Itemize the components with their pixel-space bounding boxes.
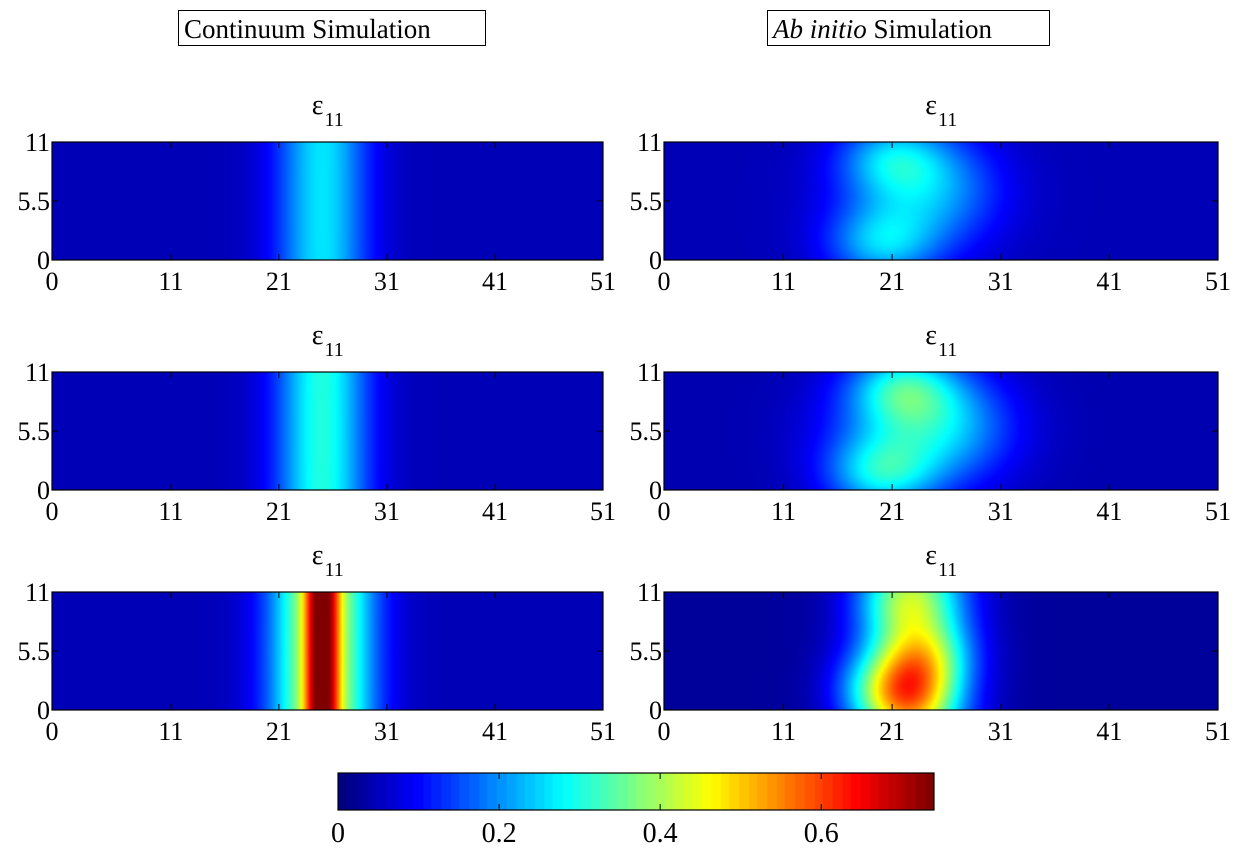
heatmap-image: [664, 592, 1218, 710]
panel-title-symbol: ε: [925, 540, 937, 571]
x-tick-label: 51: [1205, 497, 1231, 526]
heatmap-image: [52, 592, 603, 710]
x-tick-label: 11: [771, 267, 796, 296]
panel-title-symbol: ε: [925, 90, 937, 121]
x-tick-label: 41: [1096, 267, 1122, 296]
y-tick-label: 11: [637, 358, 662, 387]
heatmap-image: [664, 142, 1218, 260]
heatmap-image: [52, 372, 603, 490]
x-tick-label: 41: [482, 717, 508, 746]
y-tick-label: 11: [25, 128, 50, 157]
x-tick-label: 31: [374, 497, 400, 526]
y-tick-label: 11: [637, 578, 662, 607]
x-tick-label: 0: [658, 717, 671, 746]
x-tick-label: 21: [266, 267, 292, 296]
panel-title-symbol: ε: [925, 320, 937, 351]
y-tick-label: 0: [37, 476, 50, 505]
x-tick-label: 11: [771, 717, 796, 746]
y-tick-label: 11: [25, 578, 50, 607]
x-tick-label: 31: [374, 267, 400, 296]
colorbar-tick-label: 0: [331, 818, 345, 849]
x-tick-label: 51: [1205, 717, 1231, 746]
x-tick-label: 41: [1096, 497, 1122, 526]
y-tick-label: 0: [37, 246, 50, 275]
x-tick-label: 41: [482, 497, 508, 526]
y-tick-label: 5.5: [18, 187, 51, 216]
y-tick-label: 11: [25, 358, 50, 387]
x-tick-label: 51: [590, 267, 616, 296]
panel-title-subscript: 11: [938, 339, 957, 361]
colorbar-tick-label: 0.2: [482, 818, 517, 849]
x-tick-label: 21: [266, 497, 292, 526]
y-tick-label: 0: [37, 696, 50, 725]
x-tick-label: 51: [1205, 267, 1231, 296]
y-tick-label: 0: [649, 696, 662, 725]
x-tick-label: 31: [988, 497, 1014, 526]
panel-title-subscript: 11: [325, 339, 344, 361]
y-tick-label: 5.5: [630, 417, 663, 446]
x-tick-label: 0: [46, 717, 59, 746]
colorbar-frame: [337, 772, 935, 811]
panel-title-subscript: 11: [938, 559, 957, 581]
x-tick-label: 21: [879, 497, 905, 526]
y-tick-label: 5.5: [18, 417, 51, 446]
colorbar: 0 0.2 0.4 0.6: [331, 772, 935, 849]
y-tick-label: 5.5: [630, 637, 663, 666]
colorbar-tick-label: 0.6: [804, 818, 839, 849]
x-tick-label: 41: [1096, 717, 1122, 746]
y-tick-label: 5.5: [18, 637, 51, 666]
x-tick-label: 21: [879, 717, 905, 746]
x-tick-label: 11: [158, 497, 183, 526]
x-tick-label: 31: [988, 267, 1014, 296]
continuum-header-text: Continuum Simulation: [184, 14, 431, 44]
x-tick-label: 0: [46, 267, 59, 296]
x-tick-label: 11: [158, 717, 183, 746]
panel-title-subscript: 11: [325, 559, 344, 581]
y-tick-label: 0: [649, 246, 662, 275]
x-tick-label: 0: [658, 497, 671, 526]
x-tick-label: 31: [374, 717, 400, 746]
x-tick-label: 41: [482, 267, 508, 296]
y-tick-label: 0: [649, 476, 662, 505]
panel-title-subscript: 11: [938, 109, 957, 131]
panel-title-symbol: ε: [312, 90, 324, 121]
x-tick-label: 11: [771, 497, 796, 526]
y-tick-label: 5.5: [630, 187, 663, 216]
abinitio-header: Ab initio Simulation: [767, 10, 1050, 46]
y-tick-label: 11: [637, 128, 662, 157]
abinitio-header-rest: Simulation: [866, 14, 993, 44]
panel-title-symbol: ε: [312, 320, 324, 351]
x-tick-label: 51: [590, 717, 616, 746]
panel-title-symbol: ε: [312, 540, 324, 571]
x-tick-label: 0: [658, 267, 671, 296]
x-tick-label: 31: [988, 717, 1014, 746]
x-tick-label: 0: [46, 497, 59, 526]
colorbar-tick-label: 0.4: [643, 818, 678, 849]
heatmap-image: [664, 372, 1218, 490]
panel-title-subscript: 11: [325, 109, 344, 131]
continuum-header: Continuum Simulation: [178, 10, 486, 46]
x-tick-label: 21: [879, 267, 905, 296]
x-tick-label: 21: [266, 717, 292, 746]
abinitio-header-italic: Ab initio: [773, 14, 867, 44]
colorbar-gradient: [338, 773, 934, 810]
heatmap-image: [52, 142, 603, 260]
x-tick-label: 51: [590, 497, 616, 526]
x-tick-label: 11: [158, 267, 183, 296]
